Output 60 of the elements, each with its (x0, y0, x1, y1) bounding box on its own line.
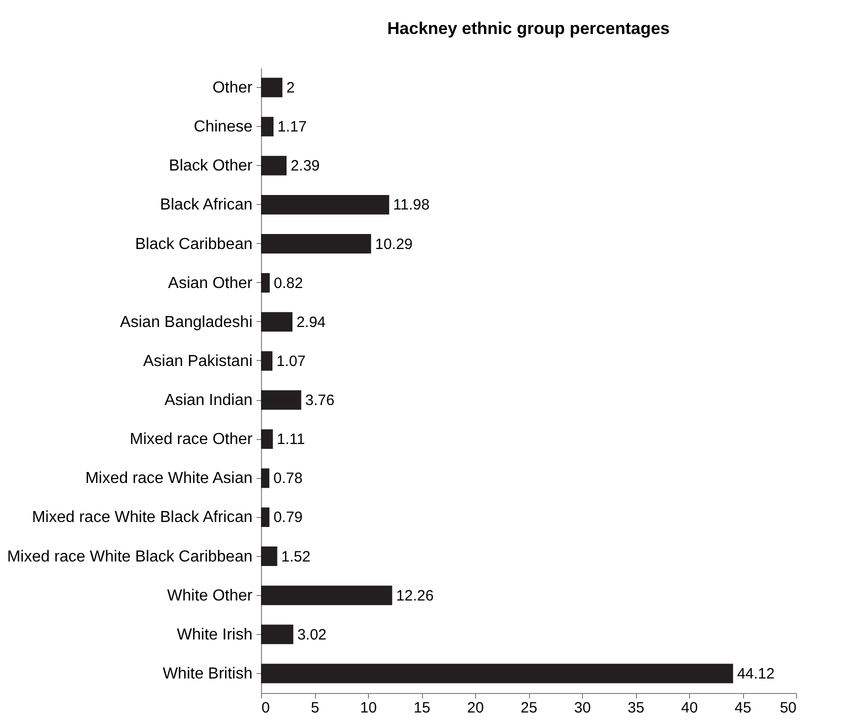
data-label: 0.78 (273, 470, 303, 488)
bar (261, 234, 372, 254)
bar (261, 194, 390, 214)
bar (261, 586, 392, 606)
bar (261, 78, 282, 98)
y-tick-label: Chinese (194, 118, 253, 136)
bar (261, 468, 270, 488)
x-tick-label: 30 (574, 700, 591, 716)
y-tick-label: Mixed race White Black African (32, 509, 252, 526)
bar (261, 664, 734, 684)
x-tick-label: 10 (360, 700, 377, 716)
bar (261, 273, 270, 293)
y-tick-label: White Other (167, 587, 254, 604)
data-label: 11.98 (393, 196, 430, 214)
y-tick-label: Mixed race White Black Caribbean (7, 548, 252, 566)
y-tick-label: Asian Pakistani (143, 352, 252, 370)
y-tick-label: White British (162, 665, 252, 682)
data-label: 44.12 (737, 665, 775, 682)
y-tick-label: Other (212, 80, 254, 97)
bar (261, 312, 292, 332)
x-tick-label: 15 (414, 700, 430, 716)
bar (261, 351, 272, 371)
y-tick-label: White Irish (176, 626, 252, 644)
y-tick-label: Mixed race Other (130, 431, 254, 448)
data-label: 0.82 (274, 274, 303, 292)
bar (261, 156, 287, 176)
data-label: 1.52 (281, 548, 310, 566)
data-label: 1.11 (276, 431, 305, 448)
chart-title: Hackney ethnic group percentages (387, 19, 670, 38)
bar (261, 546, 278, 566)
y-tick-label: Black African (160, 196, 252, 214)
y-tick-label: Asian Other (168, 274, 254, 292)
data-label: 3.76 (305, 392, 334, 410)
x-tick-label: 20 (467, 700, 484, 716)
x-tick-label: 25 (520, 700, 538, 716)
data-label: 1.07 (276, 352, 306, 370)
y-tick-label: Asian Indian (164, 392, 252, 410)
data-label: 0.79 (273, 509, 303, 526)
x-tick-label: 45 (734, 700, 752, 716)
data-label: 10.29 (375, 236, 413, 253)
data-label: 2 (286, 80, 295, 97)
y-tick-label: Black Caribbean (135, 236, 252, 253)
bar (261, 429, 273, 449)
data-label: 12.26 (396, 587, 434, 604)
data-label: 1.17 (278, 118, 307, 136)
x-tick-label: 50 (780, 700, 796, 716)
x-tick-label: 35 (628, 700, 644, 716)
data-label: 3.02 (297, 626, 327, 644)
y-tick-label: Mixed race White Asian (85, 470, 252, 488)
x-tick-label: 5 (310, 700, 320, 716)
bar (261, 116, 274, 136)
y-tick-label: Black Other (168, 158, 254, 175)
bar (261, 507, 270, 527)
data-label: 2.94 (296, 314, 326, 331)
data-label: 2.39 (290, 158, 320, 175)
x-tick-label: 40 (681, 700, 698, 716)
x-tick-label: 0 (262, 700, 270, 716)
bar (261, 624, 294, 644)
bar (261, 390, 302, 410)
y-tick-label: Asian Bangladeshi (120, 314, 252, 331)
